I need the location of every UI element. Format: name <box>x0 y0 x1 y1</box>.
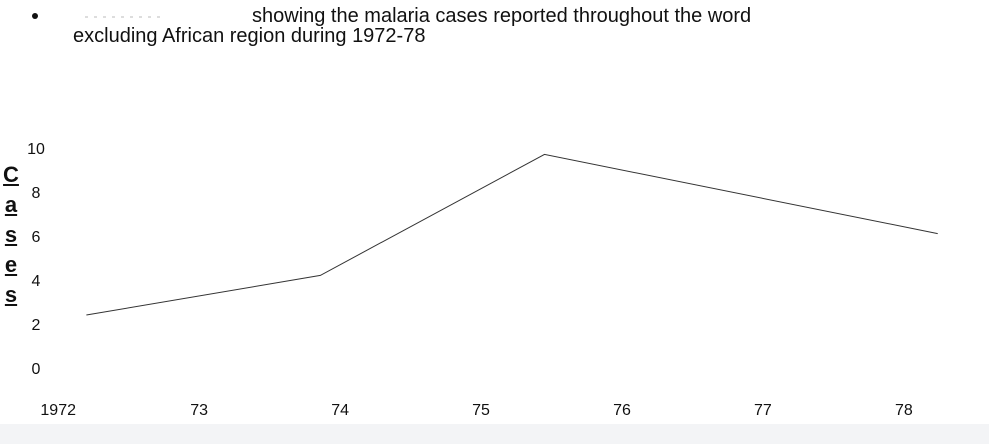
chart-title: showing the malaria cases reported throu… <box>252 5 752 27</box>
y-tick-label: 10 <box>27 141 45 158</box>
y-tick-label: 4 <box>32 273 41 290</box>
footer-band <box>0 424 989 444</box>
y-tick-label: 6 <box>32 229 41 246</box>
chart-subtitle: excluding African region during 1972-78 <box>73 25 426 47</box>
y-tick-label: 0 <box>32 361 41 378</box>
line-series <box>86 153 938 316</box>
bullet <box>32 13 38 19</box>
y-axis-label: Cases <box>3 162 19 307</box>
x-tick-label: 77 <box>754 402 772 419</box>
x-tick-label: 76 <box>613 402 631 419</box>
y-tick-label: 8 <box>32 185 41 202</box>
y-tick-label: 2 <box>32 317 41 334</box>
x-tick-label: 74 <box>331 402 349 419</box>
x-tick-label: 73 <box>190 402 208 419</box>
x-tick-label: 78 <box>895 402 913 419</box>
x-tick-label: 75 <box>472 402 490 419</box>
x-tick-label: 1972 <box>40 402 76 419</box>
chart: 0 2 4 6 8 10 1972 73 74 75 76 77 78 <box>27 13 938 419</box>
